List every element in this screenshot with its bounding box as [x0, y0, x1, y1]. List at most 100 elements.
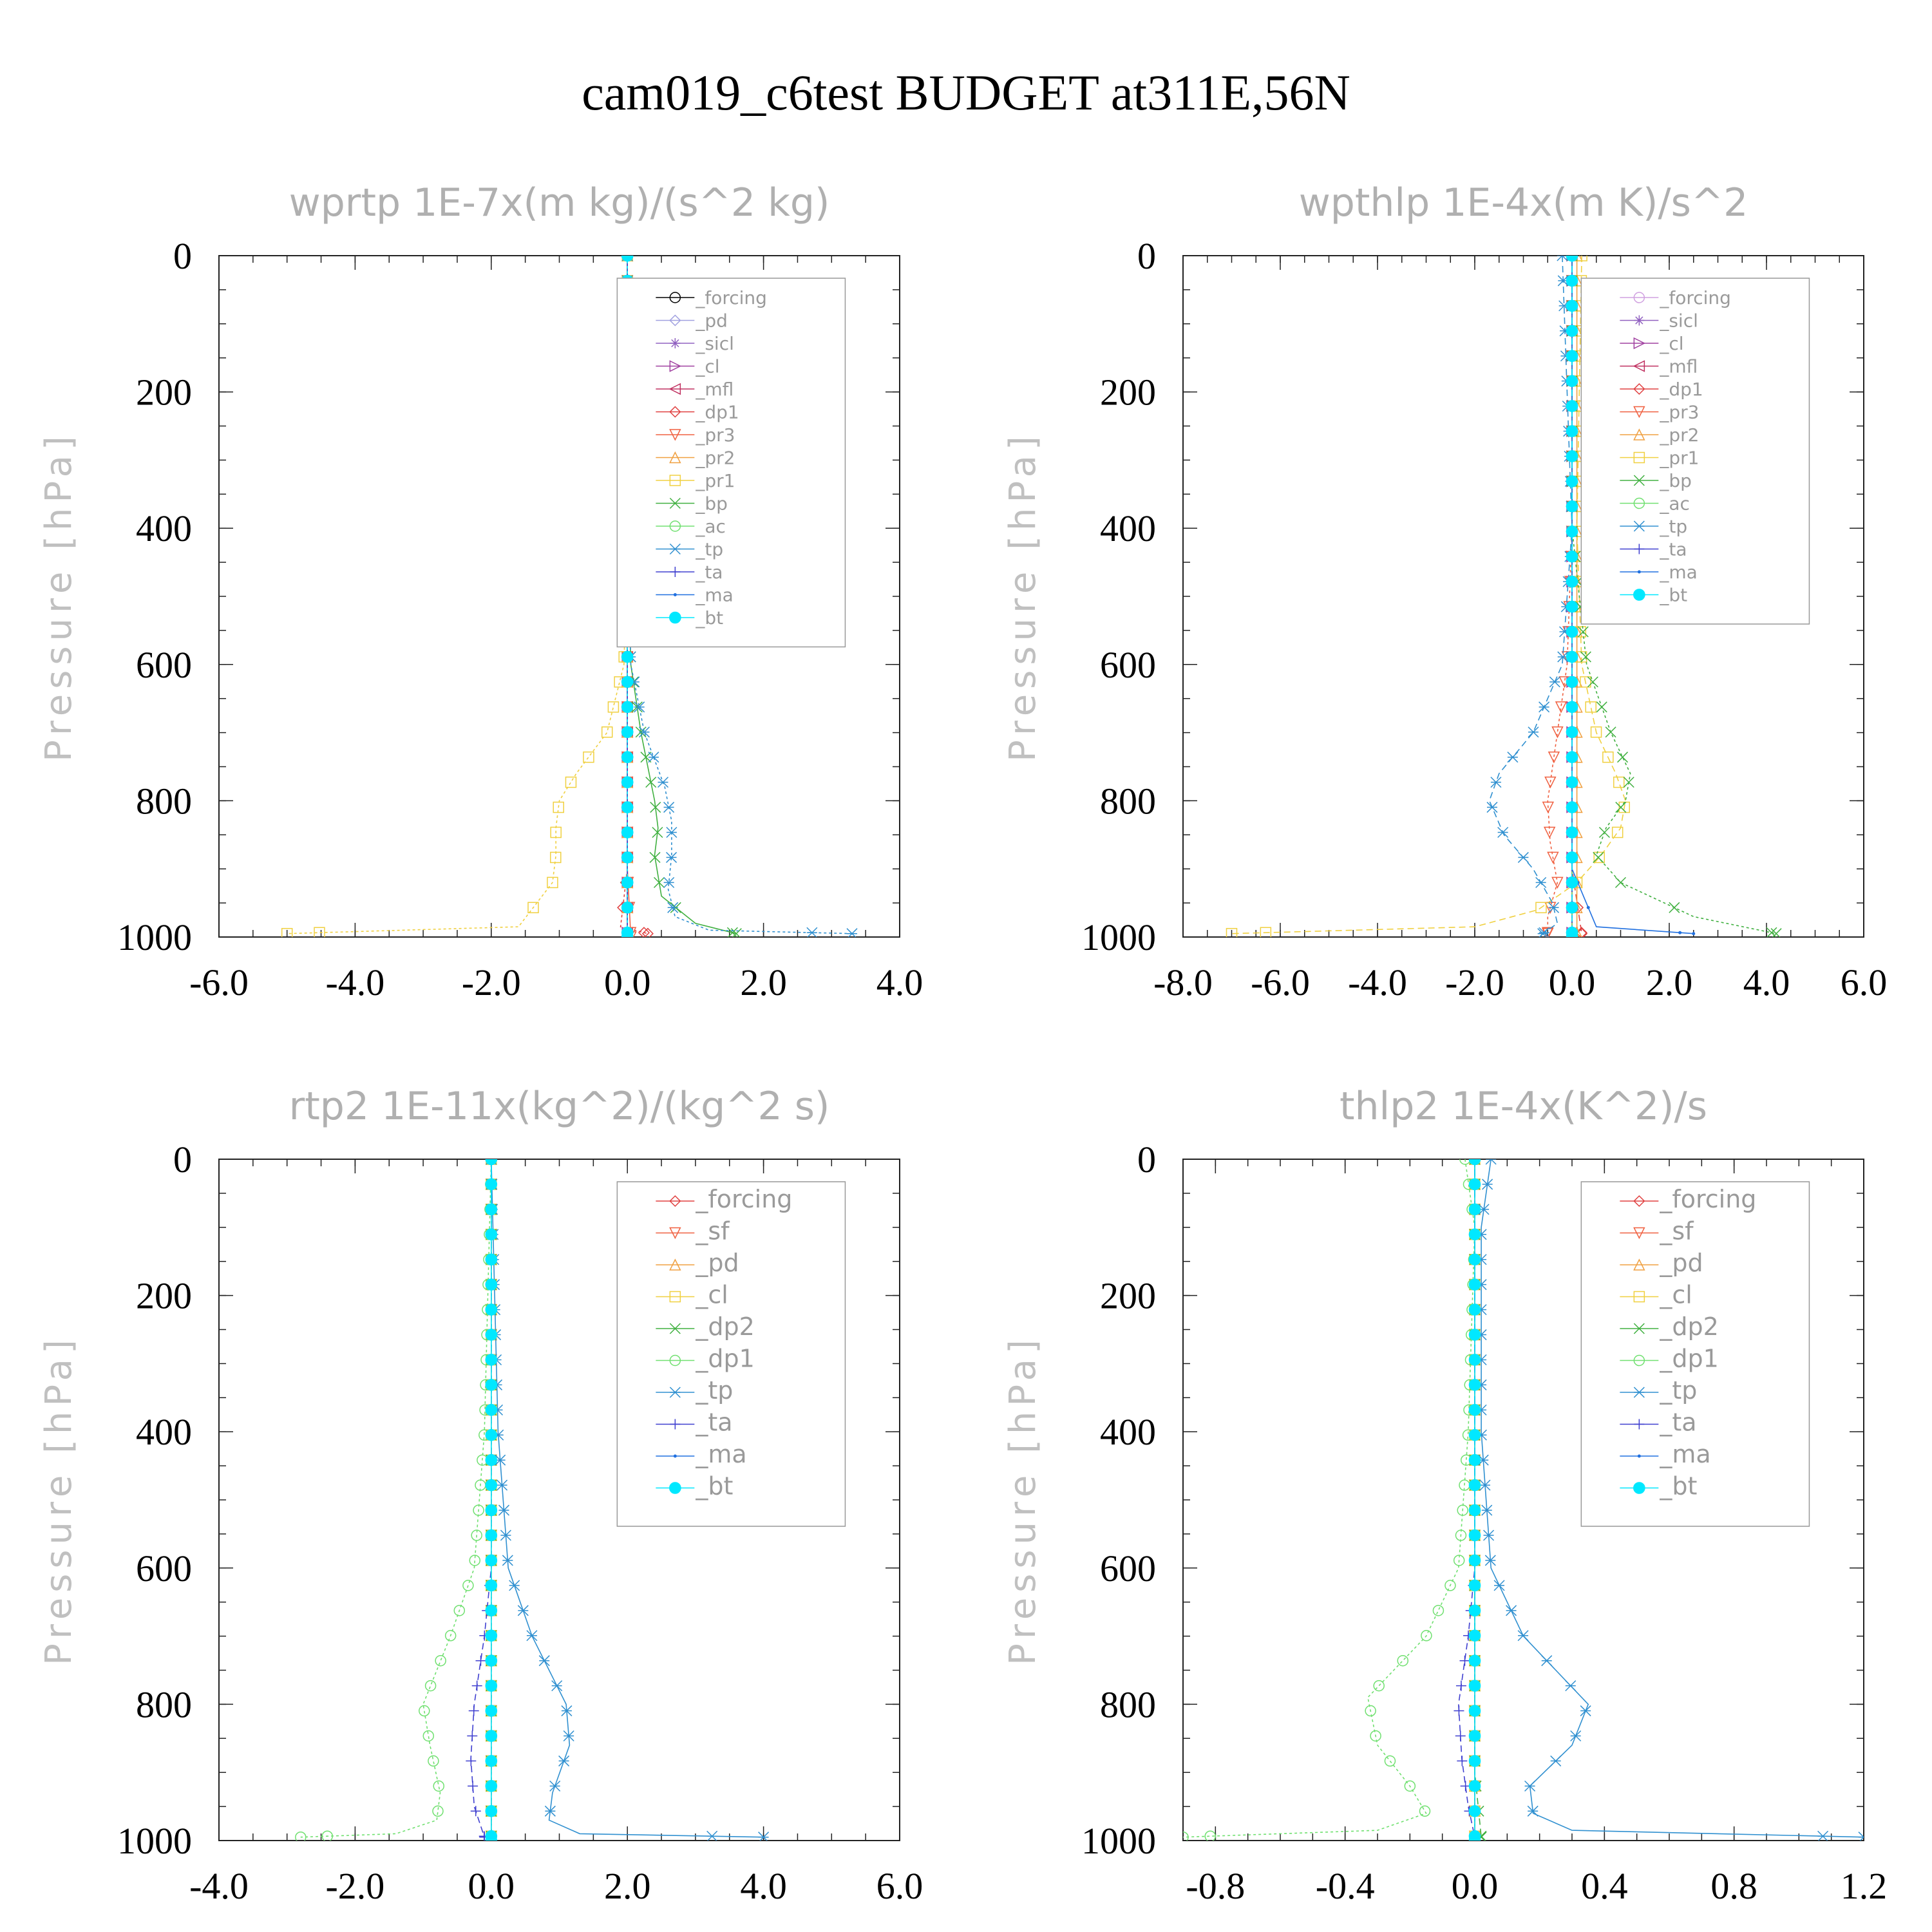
- legend-label: _ma: [1659, 1440, 1710, 1468]
- data-point: [1692, 932, 1696, 936]
- legend-label: _cl: [695, 1281, 728, 1309]
- data-point: [468, 1705, 479, 1716]
- data-point: [1678, 931, 1682, 934]
- data-point: [663, 876, 675, 888]
- series-tp: [1475, 1159, 1864, 1841]
- series-pr1: [281, 256, 633, 937]
- x-tick-label: -8.0: [1153, 961, 1213, 1003]
- legend-entry-pr3: _pr3: [1620, 402, 1699, 423]
- legend-entry-pd: _pd: [656, 1249, 739, 1277]
- data-point: [1444, 1580, 1456, 1591]
- legend-marker: [669, 292, 681, 303]
- data-point: [1384, 1755, 1396, 1767]
- data-point: [667, 902, 679, 913]
- data-point: [1566, 851, 1578, 864]
- data-point: [502, 1555, 513, 1566]
- data-point: [1611, 826, 1624, 838]
- data-point: [1551, 726, 1564, 739]
- data-point: [1566, 325, 1578, 337]
- data-point: [1468, 1379, 1481, 1391]
- legend-entry-dp1: _dp1: [656, 402, 739, 423]
- data-point: [1593, 851, 1604, 863]
- legend: _forcing _sf _pd _cl _dp2 _dp1 _tp _ta _ma _bt: [1580, 1181, 1810, 1527]
- legend-marker: [669, 1227, 681, 1240]
- legend-entry-tp: _tp: [656, 1376, 733, 1405]
- data-point: [666, 826, 677, 838]
- series-line: [287, 256, 628, 934]
- legend-marker: [1633, 383, 1645, 395]
- data-point: [1468, 1253, 1481, 1266]
- legend-entry-dp1: _dp1: [656, 1345, 755, 1373]
- chart-panel-4: thlp2 1E-4x(K^2)/s Pressure [hPa] -0.8 -0.4…: [1002, 1084, 1887, 1907]
- data-point: [1455, 1680, 1466, 1691]
- data-point: [1468, 1705, 1481, 1717]
- data-point: [1602, 751, 1614, 763]
- legend-marker: [1637, 570, 1641, 574]
- data-point: [1566, 701, 1578, 714]
- data-point: [1543, 826, 1556, 839]
- data-point: [470, 1806, 481, 1817]
- legend-label: _sicl: [1659, 310, 1698, 332]
- series-tp: [1486, 256, 1578, 937]
- legend-marker: [1633, 337, 1646, 350]
- legend-entry-dp2: _dp2: [1620, 1312, 1719, 1341]
- data-point: [424, 1680, 437, 1692]
- legend-marker: [1633, 428, 1645, 440]
- data-point: [485, 1529, 498, 1542]
- legend-label: _cl: [1659, 1281, 1692, 1309]
- y-tick-label: 0: [173, 235, 192, 277]
- legend-frame: [1580, 1181, 1810, 1527]
- data-point: [621, 826, 634, 838]
- legend-entry-pr2: _pr2: [1620, 424, 1699, 446]
- legend-entry-pd: _pd: [656, 310, 728, 332]
- legend-label: _sf: [695, 1217, 730, 1245]
- data-point: [1580, 651, 1591, 663]
- legend-entry-dp2: _dp2: [656, 1312, 755, 1341]
- legend-label: _tp: [695, 1376, 733, 1405]
- legend-entry-bt: _bt: [656, 1472, 733, 1501]
- data-point: [1204, 1830, 1217, 1841]
- legend-label: _dp1: [1659, 1345, 1718, 1373]
- data-point: [551, 1680, 563, 1692]
- legend-marker: [669, 451, 681, 464]
- data-point: [1770, 928, 1782, 937]
- data-point: [485, 1680, 498, 1692]
- y-tick-label: 400: [1100, 1411, 1156, 1453]
- legend: _forcing_pd_sicl_cl_mfl_dp1_pr3_pr2_pr1_…: [616, 278, 846, 648]
- data-point: [435, 1654, 446, 1667]
- x-tick-label: 6.0: [1841, 961, 1888, 1003]
- data-point: [1539, 701, 1550, 713]
- data-point: [1566, 751, 1578, 763]
- data-point: [653, 876, 665, 888]
- data-point: [485, 1354, 498, 1366]
- data-point: [1373, 1680, 1385, 1692]
- data-point: [509, 1580, 520, 1591]
- legend-label: _ac: [695, 516, 726, 537]
- data-point: [1613, 776, 1625, 788]
- y-tick-label: 1000: [1081, 916, 1156, 958]
- data-point: [485, 1479, 498, 1492]
- data-point: [1566, 876, 1578, 889]
- legend-marker: [1633, 475, 1645, 486]
- data-point: [1566, 400, 1578, 412]
- data-point: [1468, 1654, 1481, 1667]
- legend-entry-ma: _ma: [1620, 562, 1698, 583]
- data-point: [758, 1832, 770, 1841]
- legend-entry-ta: _ta: [1620, 539, 1687, 560]
- data-point: [500, 1530, 511, 1541]
- x-tick-label: 4.0: [876, 961, 923, 1003]
- data-point: [1557, 256, 1568, 261]
- y-tick-label: 600: [136, 644, 192, 686]
- data-point: [1468, 1203, 1481, 1216]
- data-point: [650, 802, 661, 813]
- data-point: [1605, 726, 1616, 738]
- data-point: [1566, 650, 1578, 663]
- y-tick-label: 800: [1100, 780, 1156, 822]
- data-point: [621, 650, 634, 663]
- panels: wprtp 1E-7x(m kg)/(s^2 kg) Pressure [hPa]…: [38, 180, 1887, 1907]
- legend-entry-pr1: _pr1: [1620, 448, 1699, 469]
- data-point: [497, 1479, 508, 1491]
- legend-entry-mfl: _mfl: [656, 379, 734, 400]
- legend-marker: [1633, 292, 1645, 303]
- legend-marker: [669, 497, 681, 509]
